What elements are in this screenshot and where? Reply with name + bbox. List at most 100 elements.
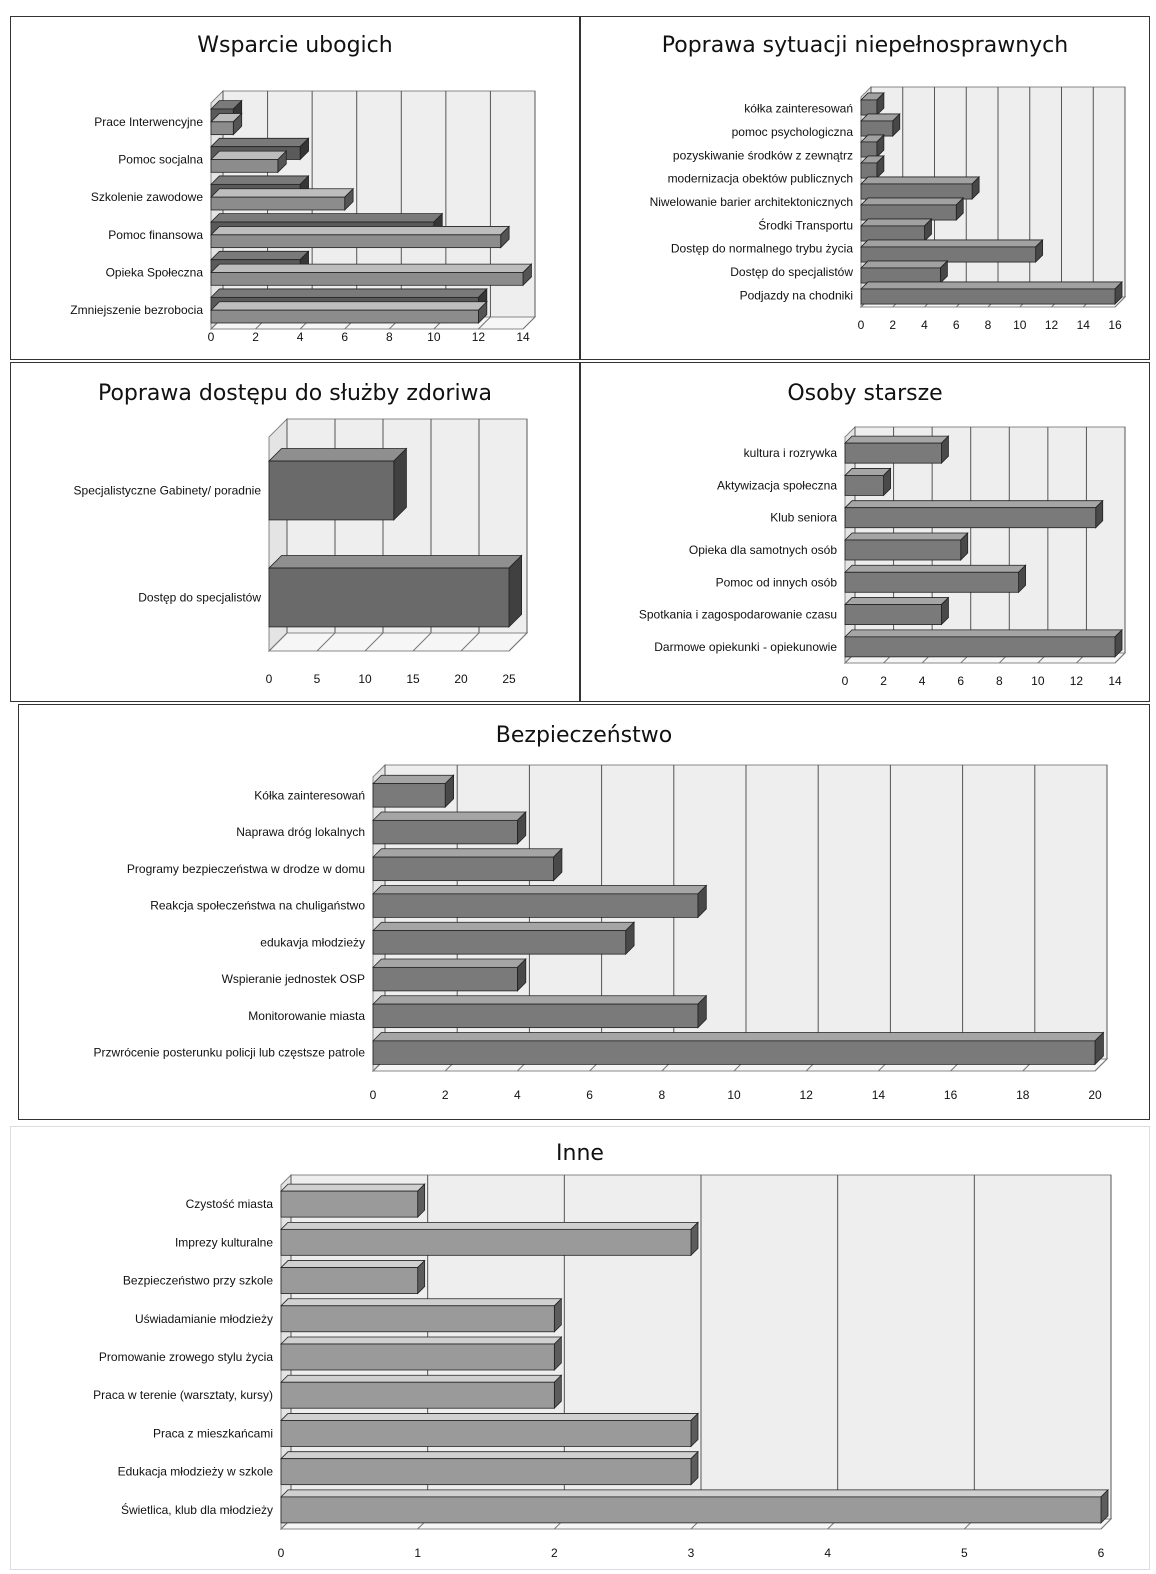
- category-label: Opieka dla samotnych osób: [689, 543, 837, 557]
- gridline-floor: [412, 632, 432, 652]
- bar: [280, 1374, 563, 1410]
- bar: [280, 1259, 426, 1295]
- chart-title: Osoby starsze: [787, 381, 943, 406]
- x-tick-label: 10: [1031, 674, 1045, 688]
- bar: [372, 994, 708, 1029]
- category-label: Dostęp do specjalistów: [138, 591, 261, 605]
- x-tick-label: 14: [516, 330, 530, 344]
- bar: [860, 238, 1044, 264]
- category-label: Opieka Społeczna: [106, 266, 204, 280]
- bar: [860, 154, 885, 180]
- bar: [210, 263, 533, 287]
- x-tick-label: 6: [586, 1088, 593, 1102]
- bar: [268, 447, 408, 521]
- x-tick-label: 12: [800, 1088, 814, 1102]
- category-label: Naprawa dróg lokalnych: [236, 825, 365, 839]
- bar: [844, 499, 1104, 529]
- category-label: kultura i rozrywka: [744, 446, 838, 460]
- bar: [372, 884, 708, 919]
- x-tick-label: 15: [406, 672, 420, 686]
- x-tick-label: 2: [551, 1546, 558, 1560]
- category-label: Reakcja społeczeństwa na chuligaństwo: [150, 899, 365, 913]
- x-tick-label: 12: [1045, 318, 1059, 332]
- x-tick-label: 14: [872, 1088, 886, 1102]
- category-label: Promowanie zrowego stylu życia: [99, 1350, 273, 1364]
- bar: [860, 175, 981, 201]
- x-tick-label: 6: [957, 674, 964, 688]
- gridline-floor: [508, 632, 528, 652]
- x-tick-label: 18: [1016, 1088, 1030, 1102]
- x-tick-label: 1: [414, 1546, 421, 1560]
- chart-panel-inne: Inne 0 1 2 3 4 5 6 Czystość miasta Imprezy kultu…: [10, 1126, 1150, 1570]
- chart-svg: 0 5 10 15 20 25 Specjalistyczne Gabinety/ pora…: [74, 417, 529, 686]
- x-tick-label: 2: [442, 1088, 449, 1102]
- chart-panel-wsparcie: Wsparcie ubogich 0 2 4 6 8 10 12 14 Prace Interw…: [10, 16, 580, 360]
- category-label: Programy bezpieczeństwa w drodze w domu: [127, 862, 365, 876]
- bar: [844, 628, 1123, 658]
- gridline-floor: [316, 632, 336, 652]
- chart-svg: 0 2 4 6 8 10 12 14 16 18 20 Kółka zainteresowań Napr…: [94, 763, 1109, 1102]
- bar: [210, 112, 243, 136]
- gridline-floor: [478, 316, 491, 330]
- bar: [860, 133, 885, 159]
- category-label: kółka zainteresowań: [744, 102, 853, 116]
- chart-title: Poprawa dostępu do służby zdoriwa: [97, 381, 493, 406]
- bar: [280, 1488, 1109, 1524]
- x-tick-label: 0: [278, 1546, 285, 1560]
- category-label: Dostęp do specjalistów: [730, 265, 853, 279]
- bar: [860, 91, 885, 117]
- x-tick-label: 5: [314, 672, 321, 686]
- x-tick-label: 2: [880, 674, 887, 688]
- bar: [372, 1031, 1105, 1066]
- gridline-floor: [268, 632, 288, 652]
- x-tick-label: 0: [208, 330, 215, 344]
- category-label: Darmowe opiekunki - opiekunowie: [654, 640, 837, 654]
- chart-panel-starsi: Osoby starsze 0 2 4 6 8 10 12 14 kultura i rozry…: [580, 362, 1150, 702]
- chart-svg: 0 1 2 3 4 5 6 Czystość miasta Imprezy kulturalne…: [93, 1173, 1113, 1560]
- category-label: Klub seniora: [770, 511, 837, 525]
- x-tick-label: 12: [472, 330, 486, 344]
- category-label: Praca z mieszkańcami: [153, 1426, 273, 1440]
- x-tick-label: 8: [386, 330, 393, 344]
- category-label: pomoc psychologiczna: [732, 125, 854, 139]
- x-tick-label: 10: [1013, 318, 1027, 332]
- category-label: Uświadamianie młodzieży: [135, 1312, 273, 1326]
- bar: [268, 554, 523, 628]
- x-tick-label: 14: [1108, 674, 1122, 688]
- category-label: Kółka zainteresowań: [254, 788, 365, 802]
- category-label: Pomoc finansowa: [108, 228, 203, 242]
- gridline-floor: [1094, 1058, 1108, 1072]
- x-tick-label: 4: [297, 330, 304, 344]
- bar: [372, 774, 455, 809]
- category-label: Świetlica, klub dla młodzieży: [121, 1502, 273, 1517]
- bar: [372, 921, 636, 956]
- x-tick-label: 2: [889, 318, 896, 332]
- x-tick-label: 4: [824, 1546, 831, 1560]
- bar: [210, 187, 355, 211]
- category-label: edukavja młodzieży: [260, 935, 365, 949]
- bar: [860, 196, 965, 222]
- x-tick-label: 8: [985, 318, 992, 332]
- chart-svg: 0 2 4 6 8 10 12 14 kultura i rozrywka Aktywizacja…: [639, 425, 1127, 688]
- x-tick-label: 12: [1070, 674, 1084, 688]
- category-label: Praca w terenie (warsztaty, kursy): [93, 1388, 273, 1402]
- bar: [280, 1412, 699, 1448]
- plot-floor: [267, 632, 529, 652]
- bar: [210, 137, 310, 161]
- x-tick-label: 0: [370, 1088, 377, 1102]
- bar: [280, 1450, 699, 1486]
- x-tick-label: 6: [341, 330, 348, 344]
- bar: [844, 435, 950, 465]
- bar: [210, 300, 488, 324]
- x-tick-label: 10: [727, 1088, 741, 1102]
- bar: [280, 1297, 563, 1333]
- gridline-floor: [1114, 296, 1126, 308]
- bar: [844, 596, 950, 626]
- category-label: modernizacja obektów publicznych: [668, 172, 853, 186]
- category-label: Aktywizacja społeczna: [717, 478, 837, 492]
- x-tick-label: 6: [953, 318, 960, 332]
- bar: [280, 1336, 563, 1371]
- gridline-floor: [1100, 1518, 1112, 1530]
- bar: [844, 564, 1027, 594]
- chart-title: Poprawa sytuacji niepełnosprawnych: [661, 33, 1069, 58]
